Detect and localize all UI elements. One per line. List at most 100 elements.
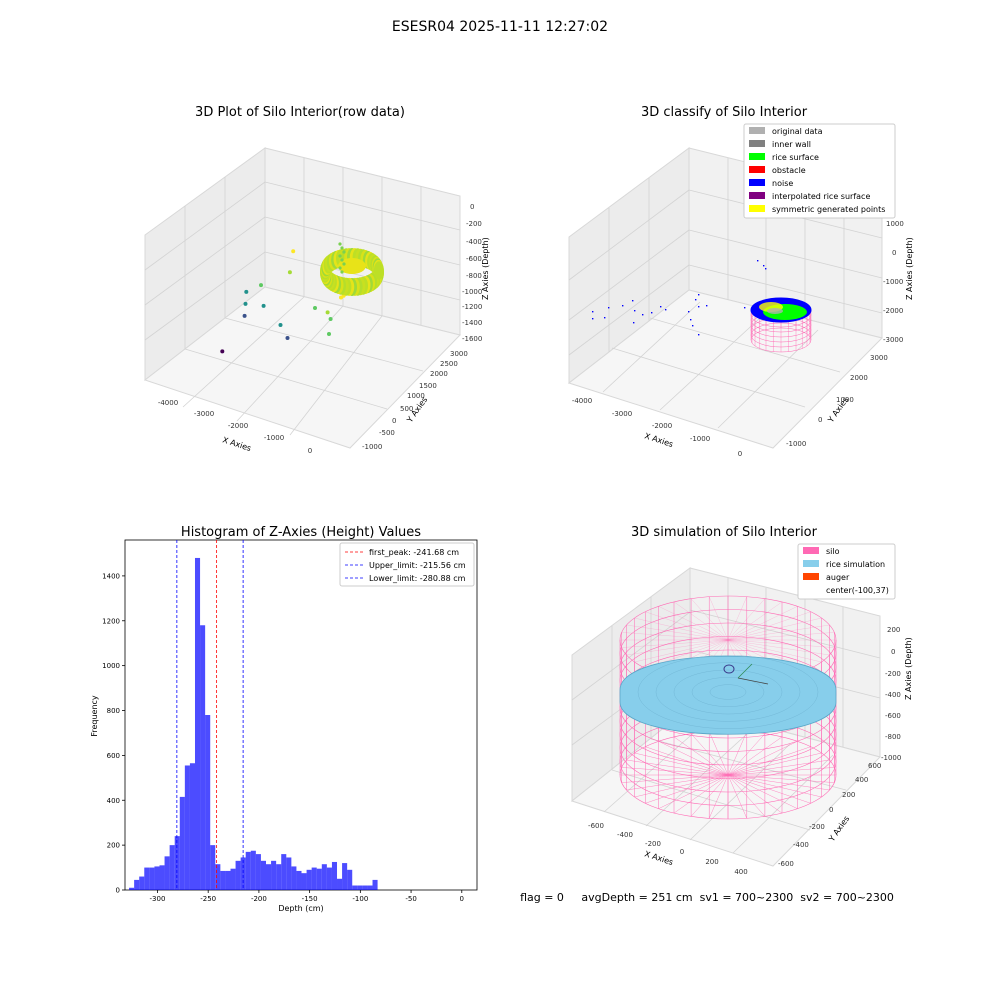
histogram-bar [367,885,373,890]
histogram-bar [250,850,256,890]
raw-xtick: -3000 [194,410,214,418]
classify-noise-point [690,319,692,321]
raw-ztick: -600 [466,255,482,263]
classify-legend-label: symmetric generated points [772,205,885,214]
simulation-silo-spoke [727,639,835,648]
simulation-ytick: 200 [842,791,855,799]
simulation-ytick: -200 [809,823,825,831]
raw-data-point [342,262,346,266]
simulation-legend-swatch [803,547,819,554]
histogram-xtick-label: 0 [460,895,464,903]
simulation-rice-mesh [655,662,801,722]
simulation-silo-spoke [626,774,729,791]
simulation-rice-body [619,655,837,735]
histogram-xtick-label: -250 [200,895,216,903]
panel-raw-3d: 3D Plot of Silo Interior(row data) -4000… [143,105,490,455]
raw-zticks: 0 -200 -400 -600 -800 -1000 -1200 -1400 … [462,203,482,343]
classify-legend-swatch [749,166,765,173]
histogram-bar [159,865,165,890]
raw-data-point [291,249,296,254]
raw-ytick: 500 [400,405,413,413]
classify-noise-point [608,307,610,309]
classify-noise-point [757,260,759,262]
raw-xtick: 0 [308,447,312,455]
simulation-legend-label: silo [826,547,840,556]
classify-legend-swatch [749,205,765,212]
classify-noise-point [698,306,700,308]
raw-data-point [220,349,225,354]
raw-data-point [338,266,342,270]
histogram-bar [311,867,317,890]
histogram-bar [225,870,231,890]
histogram-bar [255,854,261,890]
raw-ztick: -1600 [462,335,482,343]
classify-legend-frame [743,123,896,219]
histogram-bar [357,885,363,890]
classify-ztick: -1000 [883,278,903,286]
simulation-silo-spoke [727,736,783,776]
simulation-silo-spoke [634,639,729,663]
histogram-bar [179,796,185,890]
raw-data-point [338,242,342,246]
simulation-legend-label: center(-100,37) [826,586,889,595]
histogram-bar [266,864,272,890]
simulation-xtick: -600 [588,822,604,830]
histogram-xticks: -300 -250 -200 -150 -100 -50 0 [150,890,464,903]
classify-xticks: -4000 -3000 -2000 -1000 0 [572,397,742,458]
histogram-bar [210,845,216,890]
raw-ztick: -400 [466,238,482,246]
histogram-bar [321,864,327,890]
histogram-yticks: 0 200 400 600 800 1000 1200 1400 [102,572,125,895]
histogram-bar [342,863,348,890]
simulation-title: 3D simulation of Silo Interior [631,525,818,540]
histogram-bar [184,765,190,890]
simulation-silo-spoke [621,632,729,641]
simulation-xtick: 400 [734,868,747,876]
raw-data-point [261,303,266,308]
histogram-bar [235,860,241,890]
simulation-silo-spoke [658,774,729,809]
raw-ztick: -1400 [462,319,482,327]
panel-classify-title: 3D classify of Silo Interior [641,105,808,120]
raw-data-point [325,310,330,315]
histogram-xlabel: Depth (cm) [278,904,323,913]
classify-noise-point [706,305,708,307]
histogram-bar [164,856,170,890]
raw-ztick: -200 [466,220,482,228]
raw-xtick: -1000 [264,434,284,442]
histogram-bar [271,860,277,890]
raw-data-point [342,250,346,254]
classify-xtick: 0 [738,450,742,458]
classify-legend-swatch [749,140,765,147]
classify-ytick: -1000 [786,440,806,448]
raw-data-point [243,301,248,306]
raw-ztick: -1000 [462,288,482,296]
classify-legend-label: rice surface [772,153,819,162]
raw-surface [320,242,384,296]
simulation-silo-spoke [727,598,766,641]
raw-ztick: -800 [466,272,482,280]
histogram-bar [301,873,307,890]
simulation-ztick: 0 [891,648,895,656]
simulation-silo-spoke [621,767,729,776]
histogram-bars [129,557,378,890]
histogram-bar [286,857,292,890]
raw-gridlines [144,158,461,436]
simulation-xtick: -400 [617,831,633,839]
histogram-xtick-label: -150 [302,895,318,903]
classify-noise-point [634,310,636,312]
raw-data-point [328,317,333,321]
histogram-bar [220,870,226,890]
classify-ytick: 2000 [850,374,868,382]
histogram-bar [276,864,282,890]
simulation-silo-spoke [690,733,729,776]
simulation-silo-spoke [727,774,822,798]
simulation-ztick: -1000 [881,754,901,762]
simulation-silo-spoke [727,774,766,817]
simulation-silo-spoke [645,774,729,804]
raw-data-point [259,283,263,288]
classify-noise-point [592,318,594,320]
histogram-bar [245,851,251,890]
simulation-ztick: -600 [885,712,901,720]
